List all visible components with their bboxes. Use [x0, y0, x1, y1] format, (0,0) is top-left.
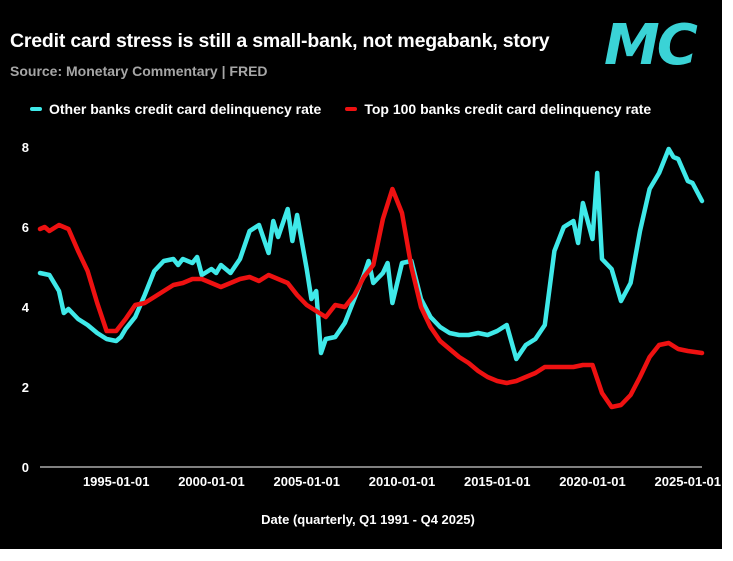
- x-tick-label: 2005-01-01: [273, 474, 340, 489]
- chart-legend: Other banks credit card delinquency rate…: [30, 98, 675, 120]
- legend-label-top100-banks: Top 100 banks credit card delinquency ra…: [364, 101, 652, 117]
- series-layer: [37, 146, 705, 410]
- y-tick-label: 2: [22, 380, 29, 395]
- y-tick-label: 4: [22, 300, 30, 315]
- y-tick-label: 0: [22, 460, 29, 475]
- y-tick-label: 6: [22, 220, 29, 235]
- series-line-other-banks: [37, 146, 705, 362]
- chart-source: Source: Monetary Commentary | FRED: [10, 63, 268, 79]
- series-line-top100-banks: [37, 186, 705, 410]
- x-tick-label: 2010-01-01: [369, 474, 436, 489]
- brand-logo: MC: [604, 13, 698, 78]
- chart-plot: 0 2 4 6 8 1995-01-01 2000-01-01 2005-01-01 2010…: [22, 140, 722, 527]
- x-axis: 1995-01-01 2000-01-01 2005-01-01 2010-01-01…: [40, 466, 722, 489]
- x-tick-label: 2020-01-01: [559, 474, 626, 489]
- legend-item-other-banks: Other banks credit card delinquency rate: [30, 101, 321, 117]
- x-axis-label: Date (quarterly, Q1 1991 - Q4 2025): [261, 512, 475, 527]
- x-tick-label: 2015-01-01: [464, 474, 531, 489]
- legend-swatch-other-banks: [30, 107, 42, 111]
- x-tick-label: 1995-01-01: [83, 474, 150, 489]
- legend-swatch-top100-banks: [345, 107, 358, 111]
- legend-label-other-banks: Other banks credit card delinquency rate: [49, 101, 322, 117]
- chart-title: Credit card stress is still a small-bank…: [10, 30, 550, 52]
- y-tick-label: 8: [22, 140, 29, 155]
- x-tick-label: 2025-01-01: [655, 474, 722, 489]
- x-tick-label: 2000-01-01: [178, 474, 245, 489]
- legend-item-top100-banks: Top 100 banks credit card delinquency ra…: [345, 101, 651, 117]
- y-axis: 0 2 4 6 8: [22, 140, 30, 475]
